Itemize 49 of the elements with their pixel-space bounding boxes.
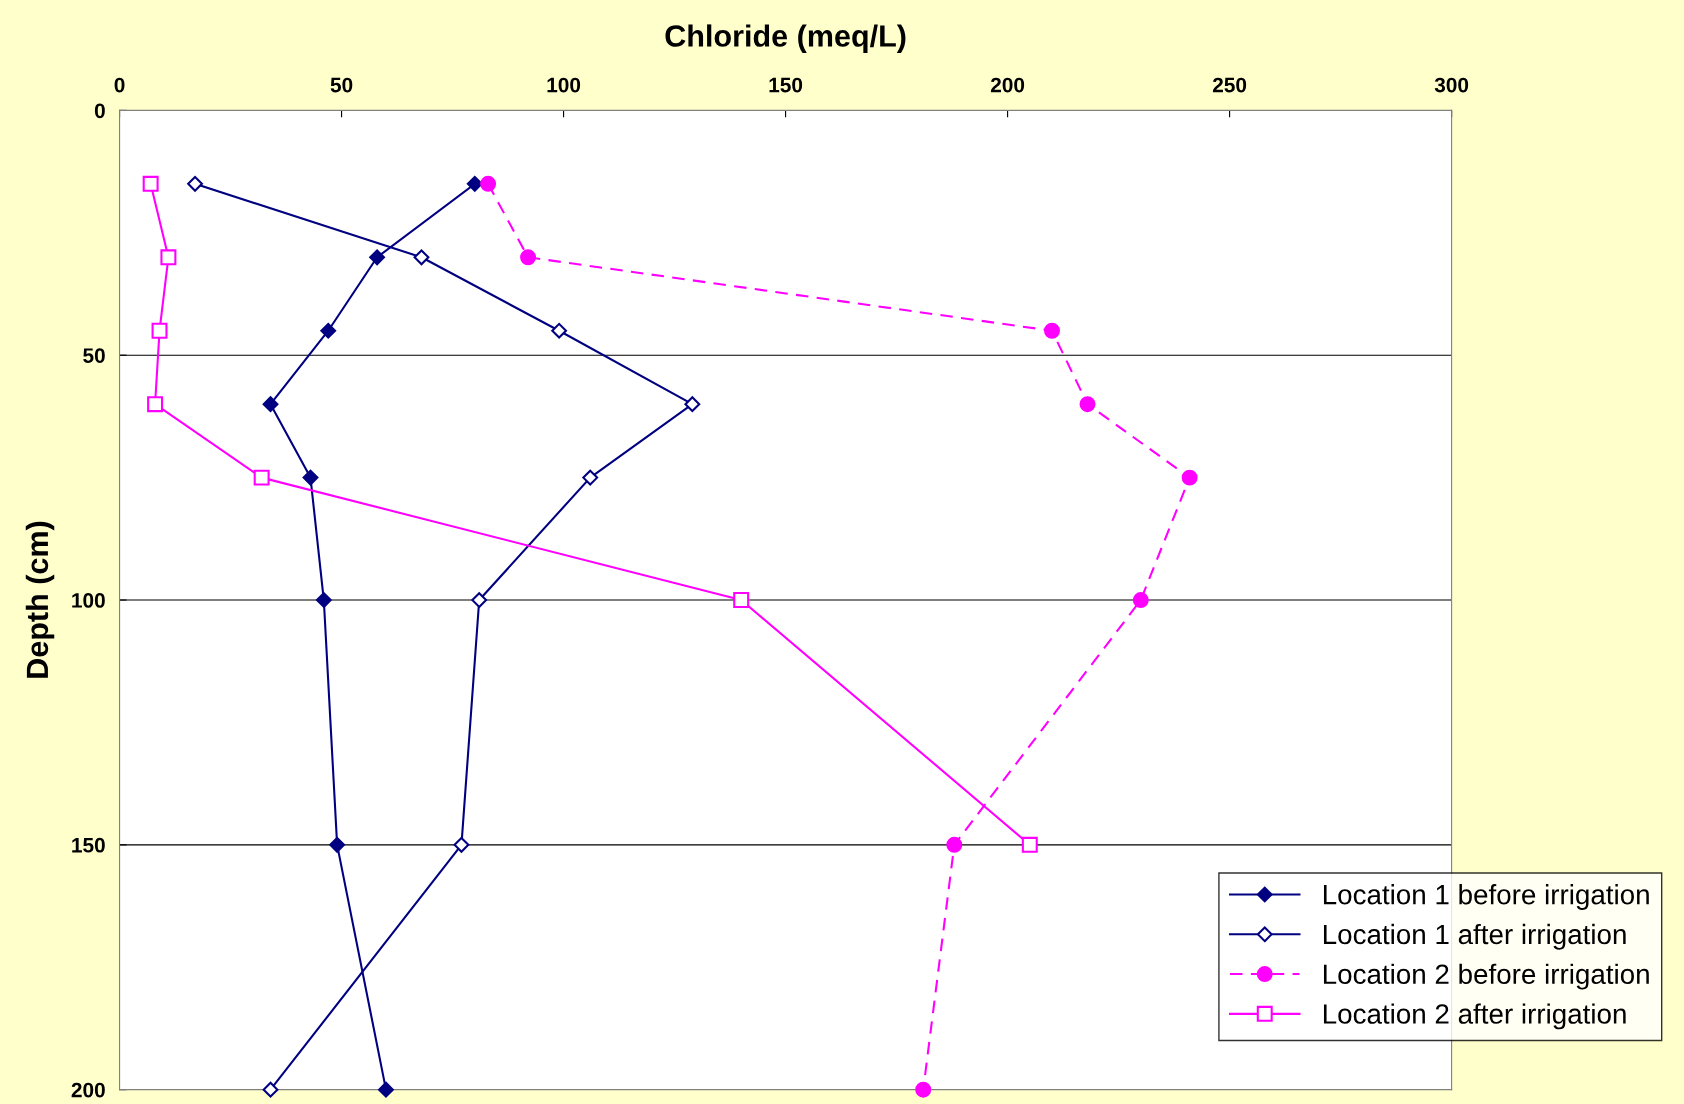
point (582, 469, 599, 486)
x-tick-label: 50 (330, 77, 353, 93)
point (413, 249, 430, 266)
x-tick-label: 200 (990, 77, 1025, 93)
point (551, 322, 568, 339)
y-tick-label: 0 (94, 103, 105, 119)
point (253, 469, 270, 486)
legend-label: Location 1 before irrigation (1323, 884, 1649, 910)
point (378, 1081, 394, 1098)
point (1132, 592, 1149, 609)
x-tick-label: 100 (547, 77, 581, 93)
y-axis-title: Depth (cm) (25, 521, 55, 678)
point (1079, 396, 1096, 413)
point (315, 592, 332, 608)
point (946, 836, 963, 853)
y-tick-label: 100 (72, 593, 105, 608)
legend-label: Location 2 after irrigation (1323, 1003, 1626, 1030)
point (320, 322, 337, 339)
point (471, 592, 488, 608)
point (302, 469, 319, 486)
point (147, 396, 164, 413)
y-tick-label: 200 (71, 1082, 105, 1098)
point (1044, 322, 1060, 339)
point (151, 322, 168, 339)
point (915, 1081, 932, 1098)
point (187, 175, 203, 192)
x-tick-label: 250 (1212, 77, 1247, 93)
point (160, 249, 177, 266)
x-tick-label: 150 (769, 77, 803, 93)
point (142, 175, 159, 192)
legend-label: Location 2 before irrigation (1323, 963, 1649, 990)
point (733, 592, 750, 609)
y-tick-label: 50 (83, 348, 105, 363)
point (262, 1081, 279, 1098)
point (1021, 836, 1038, 853)
x-tick-label: 300 (1434, 77, 1469, 93)
legend-label: Location 1 after irrigation (1323, 923, 1626, 950)
point (480, 175, 497, 192)
point (684, 396, 701, 413)
point (369, 249, 386, 266)
point (262, 396, 279, 413)
point (453, 836, 470, 853)
point (329, 836, 346, 853)
x-tick-label: 0 (114, 77, 125, 93)
point (466, 175, 483, 192)
y-tick-label: 150 (72, 837, 105, 853)
x-axis-title: Chloride (meq/L) (665, 24, 906, 53)
point (1181, 469, 1198, 486)
point (520, 249, 537, 266)
